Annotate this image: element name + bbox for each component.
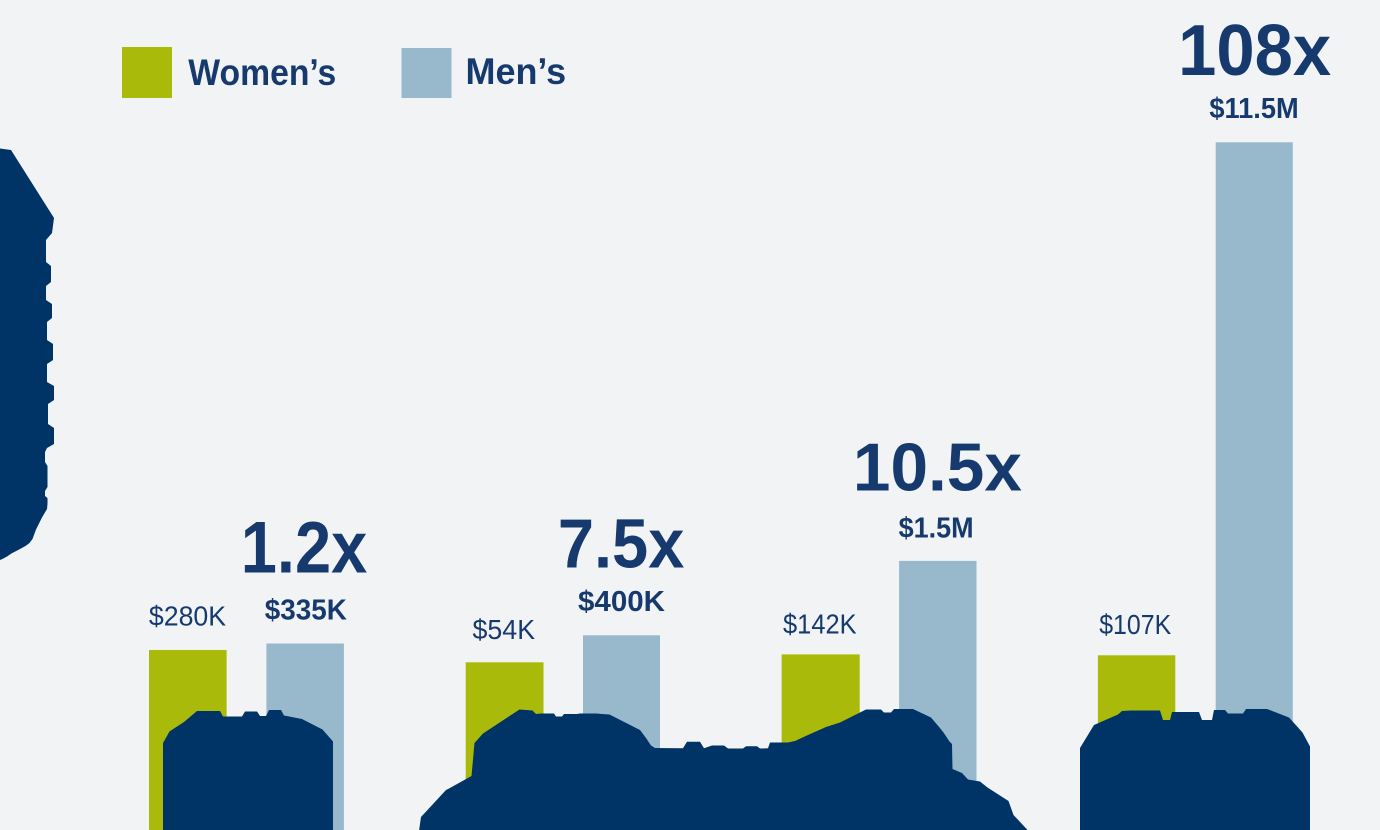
svg-text:1.2x: 1.2x bbox=[241, 507, 368, 588]
svg-text:$335K: $335K bbox=[265, 595, 347, 627]
svg-text:Men’s: Men’s bbox=[466, 51, 567, 92]
svg-text:$107K: $107K bbox=[1099, 609, 1171, 640]
svg-text:7.5x: 7.5x bbox=[558, 504, 685, 582]
svg-text:Women’s: Women’s bbox=[188, 52, 336, 93]
svg-text:$142K: $142K bbox=[783, 609, 857, 640]
svg-text:108x: 108x bbox=[1178, 11, 1331, 91]
svg-text:$400K: $400K bbox=[578, 586, 665, 618]
svg-text:$1.5M: $1.5M bbox=[899, 512, 974, 544]
svg-text:$54K: $54K bbox=[473, 614, 536, 645]
svg-text:$11.5M: $11.5M bbox=[1209, 93, 1298, 125]
svg-text:10.5x: 10.5x bbox=[853, 430, 1022, 506]
svg-text:$280K: $280K bbox=[149, 600, 227, 631]
